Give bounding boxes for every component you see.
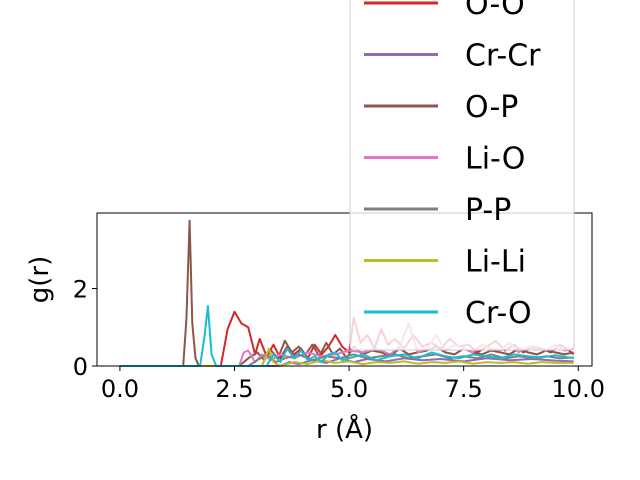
legend-label: Li-Li [465,245,526,280]
legend-label: Cr-O [465,296,532,331]
x-tick-label: 7.5 [445,375,483,403]
legend-label: P-P [465,193,511,228]
x-tick-label: 5.0 [330,375,368,403]
y-axis: 02 [73,276,97,381]
series-line-cr-cr [119,357,574,367]
legend-label: O-O [465,0,525,22]
x-tick-label: 0.0 [101,375,139,403]
legend-label: Cr-Cr [465,39,541,74]
y-axis-label: g(r) [25,256,55,303]
legend-label: Li-O [465,142,525,177]
y-tick-label: 0 [73,353,88,381]
x-tick-label: 2.5 [215,375,253,403]
legend-box [349,0,575,351]
y-tick-label: 2 [73,276,88,304]
x-tick-label: 10.0 [552,375,605,403]
x-axis-label: r (Å) [316,413,373,445]
legend-label: O-P [465,90,518,125]
plot-frame [96,212,593,367]
series-line-li-li [119,347,574,367]
legend-items: O-O Cr-Cr O-P Li-O P-P Li-Li Cr-O [364,0,541,331]
legend: O-O Cr-Cr O-P Li-O P-P Li-Li Cr-O [349,0,575,351]
x-axis: 0.0 2.5 5.0 7.5 10.0 [101,366,605,403]
